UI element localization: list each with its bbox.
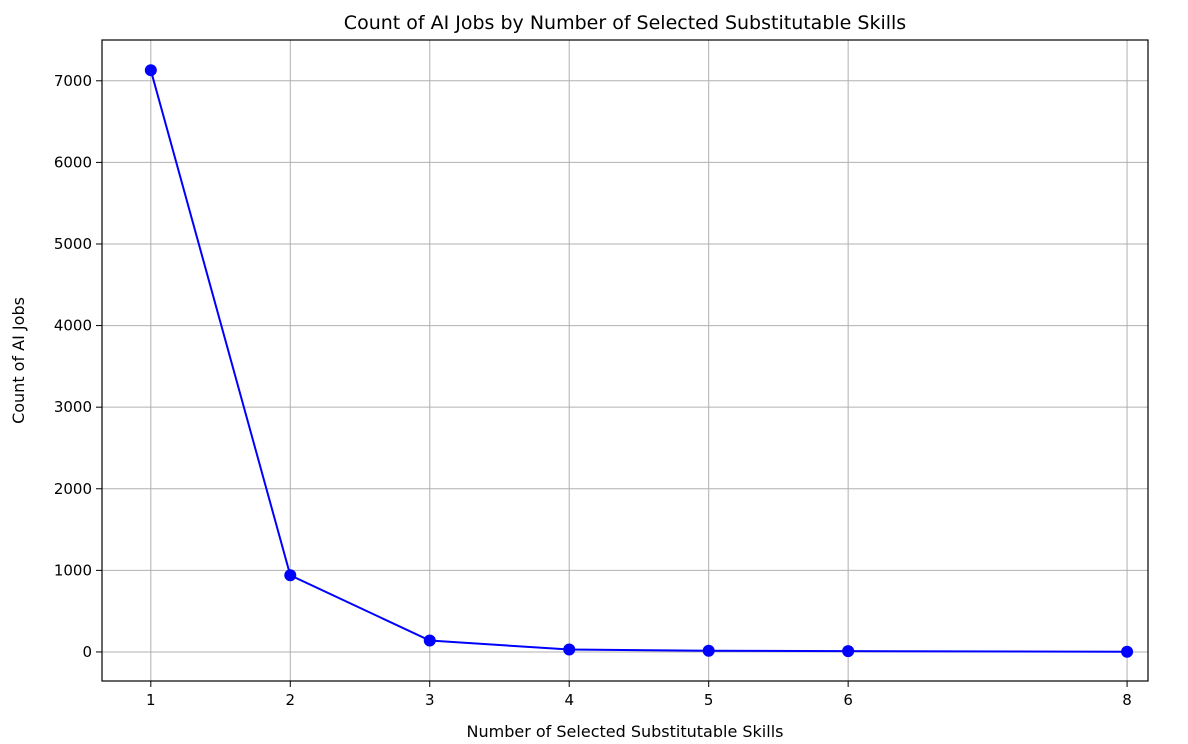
data-point bbox=[423, 634, 436, 647]
x-tick-label: 4 bbox=[564, 691, 574, 709]
y-tick-label: 4000 bbox=[54, 317, 92, 335]
x-axis-title: Number of Selected Substitutable Skills bbox=[467, 722, 784, 741]
data-point bbox=[563, 643, 576, 656]
x-tick-label: 3 bbox=[425, 691, 435, 709]
y-tick-label: 6000 bbox=[54, 153, 92, 171]
y-tick-label: 5000 bbox=[54, 235, 92, 253]
x-axis: 1 2 3 4 5 6 8 bbox=[146, 681, 1132, 709]
y-tick-label: 7000 bbox=[54, 72, 92, 90]
data-point bbox=[702, 644, 715, 657]
x-tick-label: 1 bbox=[146, 691, 156, 709]
x-tick-label: 5 bbox=[704, 691, 714, 709]
chart-title: Count of AI Jobs by Number of Selected S… bbox=[344, 12, 906, 34]
y-tick-label: 3000 bbox=[54, 398, 92, 416]
plot-frame bbox=[101, 39, 1149, 682]
y-tick-label: 2000 bbox=[54, 480, 92, 498]
data-point bbox=[144, 64, 157, 77]
x-tick-label: 6 bbox=[843, 691, 853, 709]
series-layer bbox=[144, 64, 1134, 658]
series-line bbox=[149, 69, 1128, 653]
x-tick-label: 2 bbox=[286, 691, 296, 709]
grid bbox=[102, 40, 1148, 681]
data-point bbox=[842, 645, 855, 658]
data-point bbox=[284, 569, 297, 582]
x-tick-label: 8 bbox=[1122, 691, 1132, 709]
y-axis-title: Count of AI Jobs bbox=[9, 297, 28, 424]
data-point bbox=[1121, 645, 1134, 658]
y-tick-label: 1000 bbox=[54, 561, 92, 579]
y-tick-label: 0 bbox=[82, 643, 92, 661]
y-axis: 0 1000 2000 3000 4000 5000 6000 7000 bbox=[54, 72, 102, 661]
